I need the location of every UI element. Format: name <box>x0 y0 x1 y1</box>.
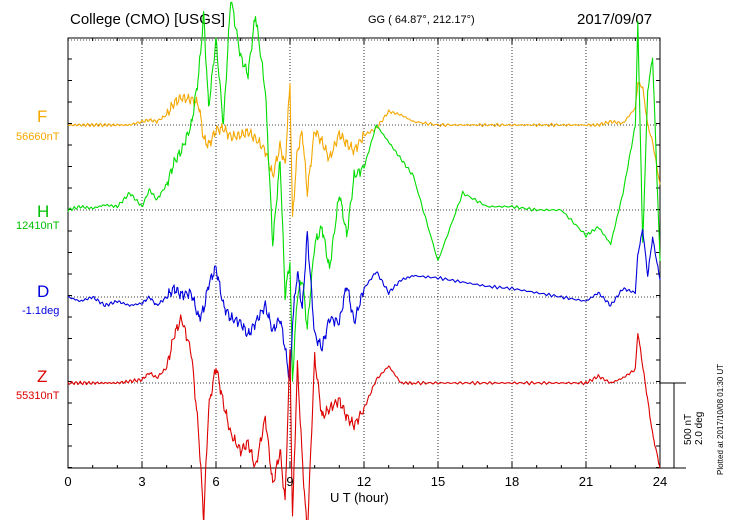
series-baseline-z: 55310nT <box>16 390 60 402</box>
series-label-z: Z <box>37 367 48 386</box>
chart-date: 2017/09/07 <box>577 11 653 28</box>
series-label-h: H <box>37 202 50 221</box>
chart-title: College (CMO) [USGS] <box>70 11 226 28</box>
scale-bar <box>660 382 686 469</box>
series-line-z <box>67 314 661 520</box>
x-tick-label: 21 <box>578 474 594 489</box>
series-line-f <box>67 82 661 218</box>
scale-bar-label-nt: 500 nT <box>683 413 694 445</box>
series-line-d <box>67 228 661 381</box>
series-baseline-d: -1.1deg <box>22 305 60 317</box>
series-label-d: D <box>37 282 50 301</box>
x-tick-label: 6 <box>212 474 220 489</box>
x-tick-label: 9 <box>286 474 294 489</box>
x-tick-label: 15 <box>430 474 446 489</box>
x-tick-label: 0 <box>64 474 72 489</box>
station-coordinates: GG ( 64.87°, 212.17°) <box>368 14 475 26</box>
series-traces <box>67 1 661 520</box>
x-tick-label: 3 <box>138 474 146 489</box>
scale-bar-label-deg: 2.0 deg <box>694 411 705 445</box>
x-tick-label: 12 <box>356 474 372 489</box>
grid-lines <box>68 38 660 468</box>
x-axis-label: U T (hour) <box>330 490 389 505</box>
series-line-h <box>67 1 661 382</box>
axis-ticks <box>67 38 661 468</box>
plot-frame <box>67 37 661 469</box>
series-baseline-f: 56660nT <box>16 131 60 143</box>
series-label-f: F <box>37 107 48 126</box>
x-tick-label: 18 <box>504 474 520 489</box>
series-baseline-h: 12410nT <box>16 220 60 232</box>
x-tick-label: 24 <box>652 474 668 489</box>
plotted-timestamp: Plotted at 2017/10/08 01:30 UT <box>716 363 725 475</box>
